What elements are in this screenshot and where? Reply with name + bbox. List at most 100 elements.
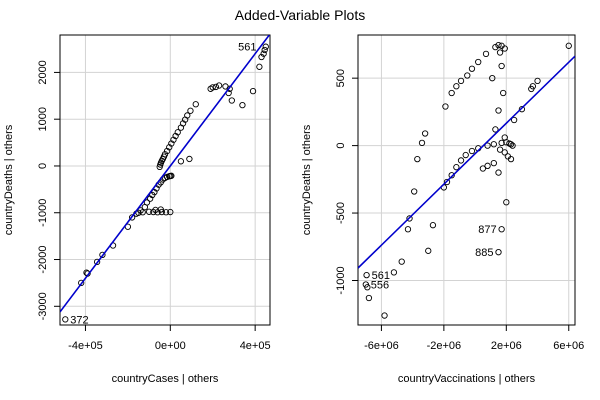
data-point [421,130,429,137]
panel-vaccinations: -6e+06 -2e+06 2e+06 6e+06 -1000 -500 0 500 count… [301,34,584,385]
data-point [418,139,426,147]
data-point [468,65,476,72]
panel-cases: -4e+05 0e+00 4e+05 -3000 -2000 -1000 0 1000 2000… [3,34,271,385]
data-point [365,294,373,302]
y-tick-label: 500 [335,69,347,87]
regression-line [60,35,270,313]
y-tick-label: 1000 [37,107,49,131]
data-point [496,146,504,153]
data-point [489,75,496,82]
x-tick-label: 6e+06 [553,340,584,352]
data-point [484,142,491,149]
point-id-label: 556 [371,280,389,292]
data-point [161,151,169,158]
data-point [464,72,471,79]
data-point [174,129,181,136]
data-point [186,155,193,163]
data-point [490,141,497,148]
data-point [443,178,451,186]
data-point [496,49,504,56]
data-point [209,84,216,91]
data-point [99,251,106,258]
figure-title: Added-Variable Plots [235,7,365,23]
data-point [495,107,502,114]
data-point [411,188,418,195]
x-tick-label: 4e+05 [240,340,271,352]
x-axis-label: countryVaccinations | others [398,373,536,385]
data-point [453,164,460,171]
data-point [482,50,490,58]
data-point [492,126,499,133]
data-point [509,142,516,149]
data-point [262,43,269,50]
data-point [215,82,223,89]
data-point [565,42,572,49]
x-axis-label: countryCases | others [112,373,219,385]
data-point [529,83,536,90]
y-tick-label: -2000 [37,245,49,273]
plot-frame [59,34,271,326]
data-point [500,89,507,97]
data-point [425,247,432,254]
data-point [503,199,510,206]
data-point [406,215,413,222]
data-point [501,149,508,156]
data-point [498,226,505,233]
data-point [429,222,437,229]
data-point [228,97,235,104]
y-tick-label: -1000 [37,199,49,227]
x-tick-label: 0e+00 [155,340,186,352]
data-point [177,158,185,165]
data-point [157,206,164,213]
point-id-label: 877 [478,224,496,236]
data-point [498,62,505,70]
data-point [381,312,388,319]
data-point [212,83,220,91]
point-id-label: 372 [70,314,88,326]
data-point [150,208,157,216]
data-point [495,249,502,256]
data-point [363,271,370,279]
data-point [260,50,267,57]
y-tick-label: -3000 [37,292,49,320]
data-point [462,151,469,159]
data-point [145,208,153,215]
data-point [143,199,151,206]
x-tick-label: -6e+06 [364,340,399,352]
data-point [457,77,465,85]
y-tick-label: -500 [335,202,347,224]
data-point [492,43,499,51]
data-point [495,169,502,176]
data-point [162,209,170,216]
data-point [490,159,497,167]
data-point [498,139,505,147]
data-point [453,83,460,90]
data-point [192,101,199,108]
data-point [390,269,398,276]
data-layer [60,35,270,323]
y-tick-label: 0 [335,143,347,149]
data-point [168,172,175,179]
data-point [184,112,191,119]
data-point [414,155,421,163]
point-id-label: 561 [372,270,390,282]
y-axis-label: countryDeaths | others [301,124,313,235]
data-point [534,77,541,85]
y-tick-label: 0 [37,163,49,169]
data-point [448,89,455,97]
data-point [78,279,85,287]
data-point [501,134,508,141]
data-point [62,316,69,323]
data-point [249,87,257,95]
data-point [468,147,476,155]
point-id-label: 561 [238,42,256,54]
data-point [510,116,518,124]
data-point [475,58,482,66]
data-point [258,53,265,61]
regression-line [358,55,575,269]
point-id-label: 885 [475,247,493,259]
data-point [507,155,515,163]
data-point [518,106,526,113]
data-point [457,157,465,164]
data-point [128,214,136,221]
